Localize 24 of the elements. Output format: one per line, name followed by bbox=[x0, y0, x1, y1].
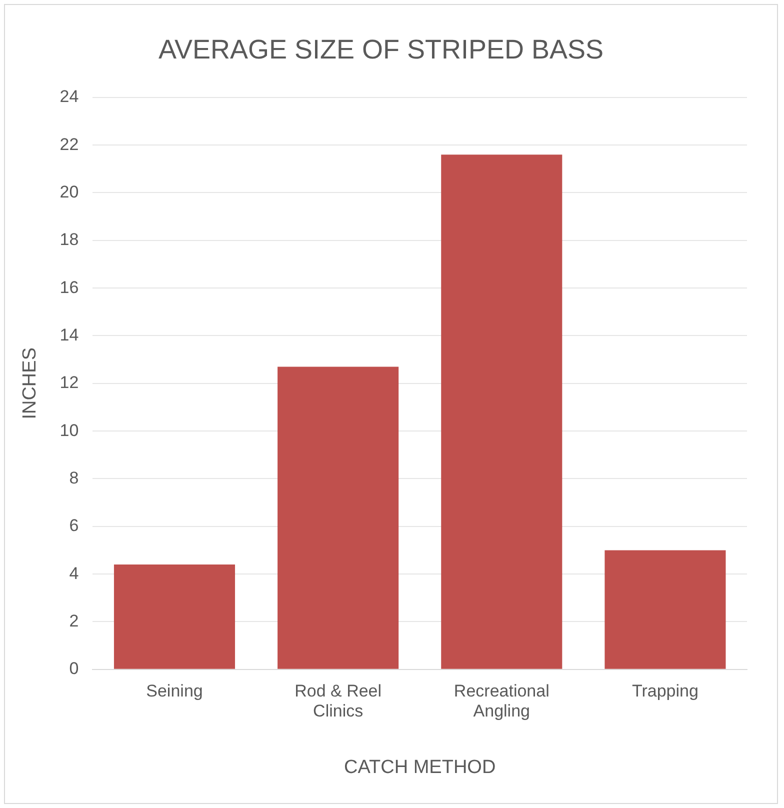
y-tick-label: 20 bbox=[60, 182, 79, 202]
x-tick-label: Trapping bbox=[632, 681, 698, 700]
x-tick-label: Recreational Angling bbox=[454, 681, 550, 721]
bar bbox=[114, 564, 236, 669]
y-tick-label: 10 bbox=[60, 420, 79, 440]
y-axis-title: INCHES bbox=[20, 348, 41, 420]
y-tick-label: 24 bbox=[60, 87, 79, 106]
chart-title: AVERAGE SIZE OF STRIPED BASS bbox=[158, 34, 604, 65]
y-tick-label: 0 bbox=[69, 659, 79, 678]
y-tick-label: 22 bbox=[60, 134, 79, 154]
y-tick-label: 18 bbox=[60, 230, 79, 250]
y-tick-label: 14 bbox=[60, 325, 79, 344]
x-tick-label: Seining bbox=[146, 681, 203, 700]
y-tick-label: 12 bbox=[60, 373, 79, 392]
y-tick-label: 4 bbox=[69, 564, 79, 583]
bar bbox=[441, 154, 562, 669]
x-axis-title: CATCH METHOD bbox=[344, 756, 496, 778]
y-tick-label: 16 bbox=[60, 278, 79, 297]
bar bbox=[604, 550, 726, 669]
y-tick-label: 6 bbox=[69, 516, 79, 536]
y-tick-label: 8 bbox=[69, 468, 79, 488]
y-tick-label: 2 bbox=[69, 611, 79, 630]
bar bbox=[278, 366, 399, 669]
x-tick-label: Rod & Reel Clinics bbox=[294, 681, 382, 721]
